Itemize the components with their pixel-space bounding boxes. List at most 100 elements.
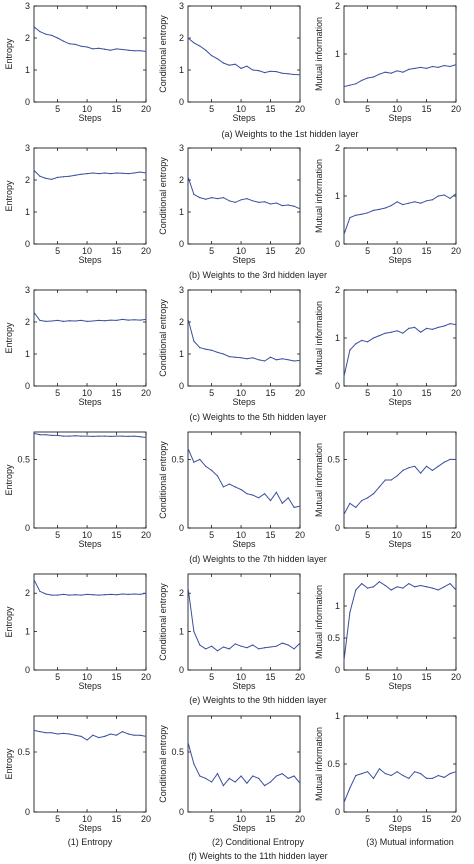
- data-point: [92, 172, 94, 174]
- y-tick-label: 2: [335, 285, 340, 295]
- x-tick-label: 20: [295, 814, 305, 824]
- data-point: [390, 72, 392, 74]
- data-point: [431, 199, 433, 201]
- data-point: [33, 432, 35, 434]
- data-point: [408, 327, 410, 329]
- column-title-entropy: (1) Entropy: [68, 837, 113, 847]
- x-tick-label: 5: [209, 388, 214, 398]
- data-point: [45, 177, 47, 179]
- y-tick-label: 0: [25, 807, 30, 817]
- data-point: [437, 195, 439, 197]
- data-point: [145, 50, 147, 53]
- data-point: [62, 40, 65, 42]
- y-tick-label: 1: [179, 65, 184, 75]
- data-point: [68, 320, 70, 322]
- data-point: [367, 212, 369, 214]
- y-tick-label: 1: [25, 207, 30, 217]
- y-tick-label: 1: [179, 207, 184, 217]
- x-tick-label: 10: [82, 530, 92, 540]
- x-axis-label: Steps: [388, 539, 412, 549]
- data-point: [293, 648, 295, 650]
- y-axis-label: Mutual information: [314, 727, 324, 801]
- data-point: [437, 326, 439, 328]
- data-point: [234, 63, 236, 65]
- x-tick-label: 5: [209, 246, 214, 256]
- data-point: [443, 64, 445, 67]
- data-point: [115, 734, 118, 736]
- data-point: [193, 461, 195, 463]
- x-tick-label: 5: [55, 104, 60, 114]
- data-point: [372, 76, 375, 78]
- data-point: [68, 435, 70, 437]
- data-point: [92, 320, 94, 322]
- y-tick-label: 0: [179, 239, 184, 249]
- data-point: [425, 67, 428, 69]
- x-tick-label: 10: [236, 246, 246, 256]
- data-point: [222, 197, 224, 199]
- data-point: [115, 172, 118, 174]
- data-point: [269, 70, 272, 72]
- data-point: [80, 594, 82, 596]
- data-point: [402, 71, 404, 73]
- plot-frame: [187, 289, 301, 387]
- data-point: [45, 320, 47, 322]
- y-tick-label: 2: [25, 588, 30, 598]
- data-point: [86, 46, 88, 48]
- x-tick-label: 15: [422, 104, 432, 114]
- data-point: [110, 319, 112, 321]
- x-tick-label: 15: [422, 388, 432, 398]
- data-point: [68, 175, 70, 177]
- data-point: [246, 198, 248, 200]
- plot-frame: [343, 715, 457, 813]
- data-point: [402, 204, 404, 206]
- x-tick-label: 20: [141, 530, 151, 540]
- data-point: [187, 586, 189, 589]
- y-tick-label: 1: [25, 627, 30, 637]
- subplot-r1-c3: 5 10 15 20 0 1 2 Steps Mutual information: [314, 1, 461, 123]
- data-point: [425, 200, 428, 202]
- data-point: [367, 77, 369, 79]
- subplot-r1-c2: 5 10 15 20 0 1 2 3 Steps Conditional entropy: [158, 1, 305, 123]
- data-point: [133, 172, 135, 174]
- data-point: [222, 353, 224, 355]
- data-point: [110, 49, 112, 51]
- data-point: [74, 320, 76, 322]
- data-point: [343, 801, 345, 804]
- data-point: [74, 734, 76, 736]
- plot-frame: [187, 573, 301, 671]
- plot-frame: [33, 5, 147, 103]
- data-point: [216, 198, 219, 200]
- subplot-r2-c2: 5 10 15 20 0 1 2 3 Steps Conditional entropy: [158, 143, 305, 265]
- data-point: [275, 359, 277, 361]
- data-point: [33, 169, 35, 171]
- x-tick-label: 15: [266, 246, 276, 256]
- y-tick-label: 2: [179, 317, 184, 327]
- data-point: [86, 320, 88, 322]
- x-tick-label: 5: [209, 814, 214, 824]
- y-axis-label: Mutual information: [314, 585, 324, 659]
- data-point: [86, 739, 88, 741]
- x-tick-label: 15: [266, 814, 276, 824]
- data-point: [414, 67, 416, 69]
- data-point: [228, 648, 230, 650]
- y-tick-label: 0: [25, 239, 30, 249]
- data-point: [139, 50, 141, 52]
- series-line: [33, 432, 147, 438]
- data-point: [121, 731, 123, 733]
- data-point: [402, 774, 404, 777]
- data-point: [205, 465, 207, 467]
- x-tick-label: 10: [392, 814, 402, 824]
- x-tick-label: 5: [209, 104, 214, 114]
- caption-f: (f) Weights to the 11th hidden layer: [188, 851, 327, 861]
- x-tick-label: 10: [236, 388, 246, 398]
- plot-frame: [33, 573, 147, 671]
- data-point: [343, 375, 345, 377]
- x-tick-label: 20: [295, 530, 305, 540]
- data-point: [240, 489, 242, 491]
- x-tick-label: 20: [141, 388, 151, 398]
- series-line: [343, 64, 457, 88]
- data-point: [449, 773, 451, 775]
- x-axis-label: Steps: [388, 113, 412, 123]
- data-point: [372, 337, 375, 339]
- data-point: [57, 733, 59, 735]
